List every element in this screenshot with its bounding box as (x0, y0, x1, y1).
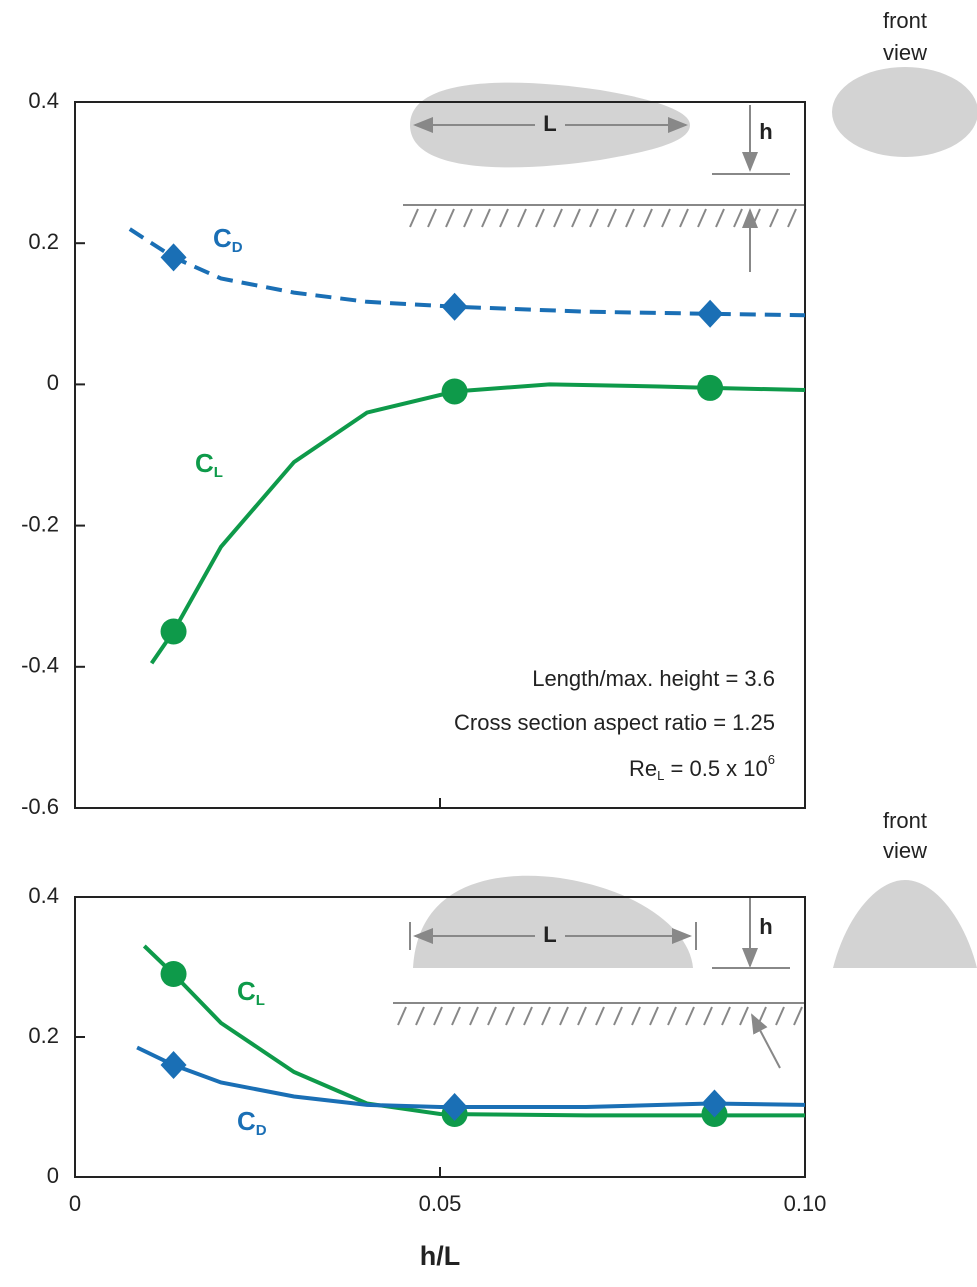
series-subscript: D (256, 1122, 267, 1139)
marker (441, 378, 468, 405)
marker (697, 374, 724, 401)
annotation: Cross section aspect ratio = 1.25 (454, 710, 775, 735)
annotation-part: = 0.5 x 10 (664, 756, 767, 781)
x-tick-label: 0.10 (784, 1191, 827, 1216)
annotation: Length/max. height = 3.6 (532, 666, 775, 691)
series-label: CL (237, 976, 265, 1009)
marker (160, 961, 187, 987)
plot-frame (74, 101, 806, 809)
series-label: CL (195, 448, 223, 481)
diagram-length: L (543, 922, 556, 947)
series-name: C (195, 448, 214, 478)
y-tick-label: 0 (47, 1163, 59, 1188)
curve (128, 227, 806, 318)
front-view-label: front (883, 8, 927, 33)
series-subscript: L (214, 464, 223, 481)
diagram-top (403, 67, 977, 272)
x-tick-label: 0 (69, 1191, 81, 1216)
annotation-part: L (657, 768, 664, 783)
y-tick-label: 0.2 (28, 229, 59, 254)
diagram-length: L (543, 111, 556, 136)
series-subscript: D (232, 239, 243, 256)
marker (697, 299, 724, 328)
y-tick-label: 0.4 (28, 883, 59, 908)
y-tick-label: -0.2 (21, 511, 59, 536)
annotation: ReL = 0.5 x 106 (629, 752, 775, 783)
curve (149, 382, 806, 665)
y-tick-label: 0 (47, 370, 59, 395)
annotation-part: 6 (768, 752, 775, 767)
y-tick-label: 0.2 (28, 1023, 59, 1048)
front-view-label: front (883, 808, 927, 833)
curve (136, 1045, 806, 1109)
y-tick-label: 0.4 (28, 88, 59, 113)
annotation-part: Re (629, 756, 657, 781)
series-name: C (237, 1106, 256, 1136)
diagram-height: h (759, 119, 772, 144)
marker (701, 1089, 728, 1118)
diagram-height: h (759, 914, 772, 939)
series-name: C (213, 223, 232, 253)
curve (142, 944, 805, 1118)
series-label: CD (237, 1106, 267, 1139)
marker (441, 292, 468, 321)
y-tick-label: -0.6 (21, 794, 59, 819)
x-tick-label: 0.05 (419, 1191, 462, 1216)
series-subscript: L (256, 992, 265, 1009)
marker (441, 1093, 468, 1121)
front-view-label: view (883, 838, 927, 863)
series-label: CD (213, 223, 243, 256)
marker (160, 618, 187, 645)
marker (160, 243, 187, 272)
y-tick-label: -0.4 (21, 653, 59, 678)
diagram-bottom (393, 875, 977, 1069)
front-view-label: view (883, 40, 927, 65)
series-name: C (237, 976, 256, 1006)
x-axis-label: h/L (420, 1241, 461, 1271)
marker (160, 1051, 187, 1079)
